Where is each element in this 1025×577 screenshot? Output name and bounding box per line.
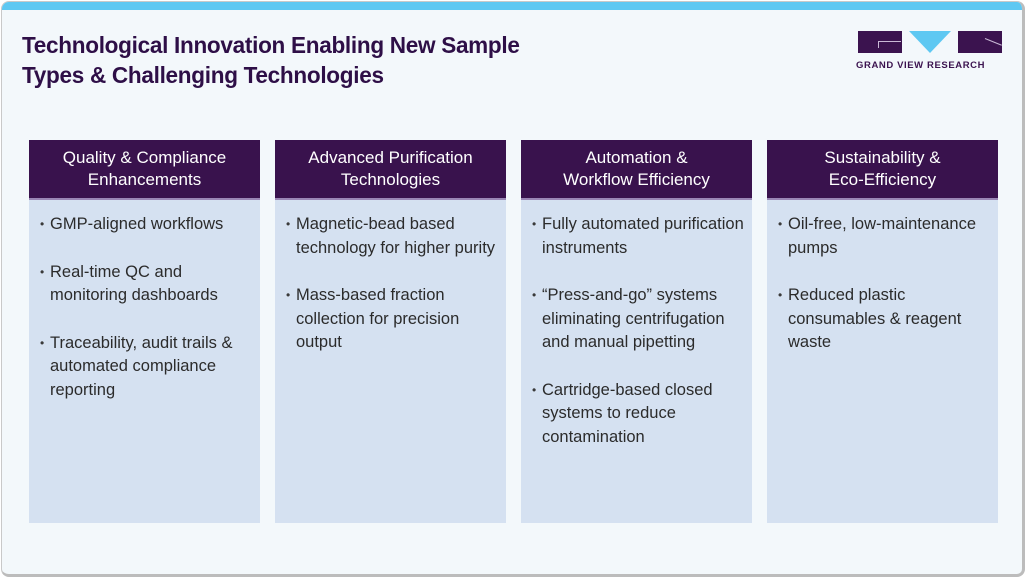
- bullet-text: “Press-and-go” systems eliminating centr…: [542, 286, 725, 351]
- card-body: • Oil-free, low-maintenance pumps • Redu…: [767, 200, 998, 355]
- page-title: Technological Innovation Enabling New Sa…: [22, 30, 520, 90]
- bullet-icon: •: [778, 288, 783, 302]
- bullet-text: Fully automated purification instruments: [542, 215, 744, 257]
- card-title-line-1: Sustainability &: [824, 148, 941, 167]
- bullet-text: Real-time QC and monitoring dashboards: [50, 262, 218, 305]
- card-quality-compliance: Quality & Compliance Enhancements • GMP-…: [29, 140, 260, 523]
- list-item: • “Press-and-go” systems eliminating cen…: [531, 284, 744, 355]
- bullet-text: Reduced plastic consumables & reagent wa…: [788, 286, 962, 351]
- bullet-icon: •: [532, 217, 537, 231]
- bullet-icon: •: [778, 217, 783, 231]
- list-item: • Fully automated purification instrumen…: [531, 213, 744, 260]
- card-advanced-purification: Advanced Purification Technologies • Mag…: [275, 140, 506, 523]
- bullet-icon: •: [286, 217, 291, 231]
- grand-view-research-logo: GRAND VIEW RESEARCH: [856, 31, 1002, 71]
- bullet-icon: •: [40, 335, 45, 350]
- card-automation-workflow: Automation & Workflow Efficiency • Fully…: [521, 140, 752, 523]
- top-accent-bar: [2, 2, 1022, 10]
- list-item: • Mass-based fraction collection for pre…: [285, 284, 498, 355]
- list-item: • Traceability, audit trails & automated…: [39, 332, 252, 403]
- logo-v-triangle-icon: [909, 31, 951, 53]
- logo-g-block-icon: [858, 31, 902, 53]
- card-body: • Fully automated purification instrumen…: [521, 200, 752, 449]
- bullet-text: GMP-aligned workflows: [50, 215, 224, 233]
- bullet-text: Traceability, audit trails & automated c…: [50, 333, 233, 399]
- card-title-line-1: Automation &: [585, 148, 688, 167]
- bullet-text: Magnetic-bead based technology for highe…: [296, 215, 496, 257]
- card-header: Sustainability & Eco-Efficiency: [767, 140, 998, 200]
- card-title-line-1: Quality & Compliance: [62, 148, 227, 167]
- gvr-logo-icon: [856, 31, 1002, 53]
- logo-text: GRAND VIEW RESEARCH: [856, 60, 986, 71]
- list-item: • Real-time QC and monitoring dashboards: [39, 261, 252, 308]
- bullet-text: Mass-based fraction collection for preci…: [296, 286, 460, 351]
- bullet-icon: •: [40, 217, 45, 231]
- list-item: • GMP-aligned workflows: [39, 213, 252, 237]
- bullet-icon: •: [286, 288, 291, 302]
- list-item: • Reduced plastic consumables & reagent …: [777, 284, 990, 355]
- bullet-icon: •: [532, 382, 537, 397]
- card-title-line-2: Eco-Efficiency: [828, 170, 937, 189]
- title-line-2: Types & Challenging Technologies: [22, 62, 384, 88]
- bullet-text: Oil-free, low-maintenance pumps: [788, 215, 976, 257]
- card-sustainability: Sustainability & Eco-Efficiency • Oil-fr…: [767, 140, 998, 523]
- card-title-line-2: Workflow Efficiency: [563, 170, 710, 189]
- card-body: • Magnetic-bead based technology for hig…: [275, 200, 506, 355]
- logo-r-block-icon: [958, 31, 1002, 53]
- card-body: • GMP-aligned workflows • Real-time QC a…: [29, 200, 260, 402]
- card-title-line-1: Advanced Purification: [308, 148, 473, 167]
- list-item: • Magnetic-bead based technology for hig…: [285, 213, 498, 260]
- card-title-line-2: Technologies: [340, 170, 441, 189]
- card-header: Quality & Compliance Enhancements: [29, 140, 260, 200]
- list-item: • Cartridge-based closed systems to redu…: [531, 379, 744, 450]
- card-title-line-2: Enhancements: [87, 170, 202, 189]
- bullet-text: Cartridge-based closed systems to reduce…: [542, 380, 713, 446]
- card-header: Automation & Workflow Efficiency: [521, 140, 752, 200]
- list-item: • Oil-free, low-maintenance pumps: [777, 213, 990, 260]
- bullet-icon: •: [40, 264, 45, 279]
- bullet-icon: •: [532, 288, 537, 302]
- title-line-1: Technological Innovation Enabling New Sa…: [22, 32, 520, 58]
- card-header: Advanced Purification Technologies: [275, 140, 506, 200]
